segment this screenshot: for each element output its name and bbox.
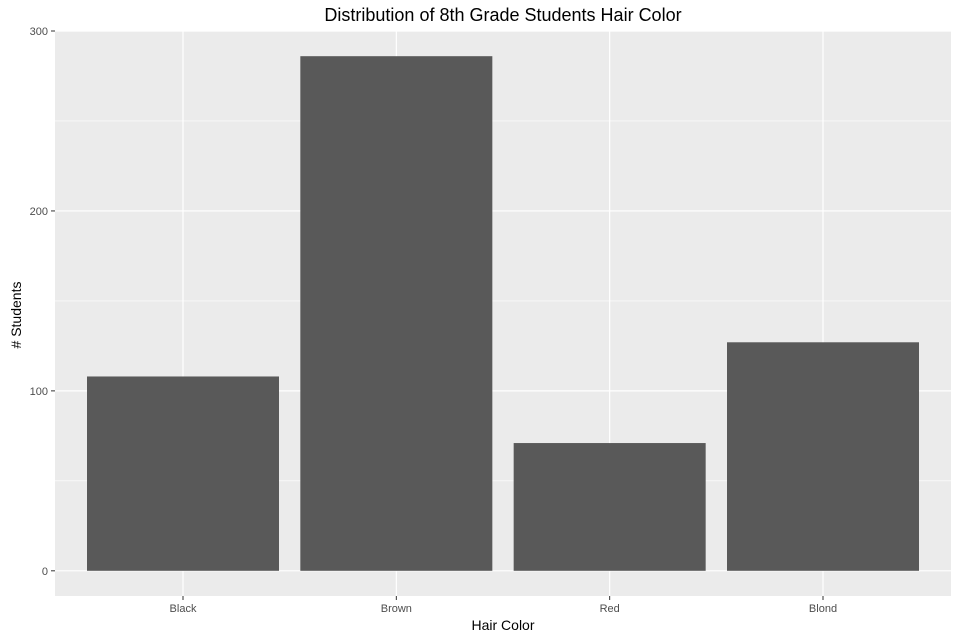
x-axis: Black Brown Red Blond (170, 596, 837, 615)
x-tick-label: Black (170, 603, 197, 615)
bar-brown (300, 56, 493, 571)
x-tick-label: Red (600, 603, 620, 615)
bar-red (513, 443, 706, 571)
x-axis-title: Hair Color (471, 617, 534, 633)
y-tick-label: 300 (30, 26, 48, 38)
bars (87, 56, 919, 571)
y-tick-label: 0 (42, 566, 48, 578)
y-axis-title: # Students (8, 282, 24, 349)
bar-black (87, 376, 279, 571)
y-axis: 0 100 200 300 (30, 26, 55, 578)
y-tick-label: 100 (30, 386, 48, 398)
bar-blond (727, 342, 919, 571)
chart-title: Distribution of 8th Grade Students Hair … (324, 5, 681, 25)
y-tick-label: 200 (30, 206, 48, 218)
x-tick-label: Brown (381, 603, 412, 615)
x-tick-label: Blond (809, 603, 837, 615)
